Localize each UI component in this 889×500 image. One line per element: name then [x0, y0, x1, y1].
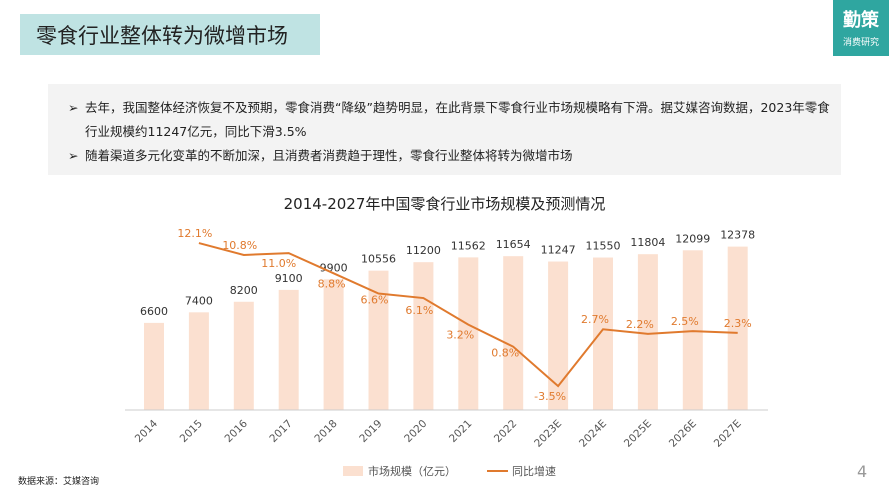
- bar: [593, 257, 613, 410]
- x-tick-label: 2027E: [712, 418, 744, 450]
- brand-logo: 勤策 消费研究: [833, 0, 889, 56]
- bar-label: 8200: [230, 284, 258, 297]
- bar: [727, 246, 748, 410]
- bar: [458, 257, 479, 410]
- x-tick-label: 2016: [223, 417, 251, 445]
- bar: [144, 322, 164, 410]
- arrow-right-icon: ➢: [68, 100, 79, 115]
- line-label: 2.7%: [581, 313, 609, 326]
- bar-label: 7400: [185, 294, 213, 307]
- logo-sub: 消费研究: [842, 38, 879, 48]
- bar-label: 6600: [140, 305, 168, 318]
- page-title-text: 零食行业整体转为微增市场: [36, 23, 288, 48]
- x-tick-label: 2023E: [532, 418, 564, 450]
- arrow-right-icon: ➢: [68, 148, 79, 163]
- summary-bullet: ➢ 去年，我国整体经济恢复不及预期，零食消费“降级”趋势明显，在此背景下零食行业市…: [68, 96, 841, 144]
- bar: [368, 270, 389, 410]
- line-label: -3.5%: [534, 390, 566, 403]
- bar: [278, 289, 299, 410]
- line-label: 2.2%: [626, 318, 654, 331]
- x-tick-label: 2025E: [622, 418, 654, 450]
- line-label: 8.8%: [318, 277, 346, 290]
- bar-label: 11804: [630, 236, 665, 249]
- summary-bullet: ➢ 随着渠道多元化变革的不断加深，且消费者消费趋于理性，零食行业整体将转为微增市场: [68, 144, 841, 168]
- bar: [503, 256, 524, 410]
- line-label: 11.0%: [261, 257, 296, 270]
- line-label: 6.6%: [361, 293, 389, 306]
- x-tick-label: 2019: [357, 418, 384, 445]
- x-tick-label: 2020: [402, 418, 429, 445]
- line-label: 2.5%: [671, 315, 699, 328]
- x-tick-label: 2014: [133, 417, 161, 445]
- logo-main: 勤策: [843, 10, 879, 31]
- bar: [233, 301, 254, 410]
- chart-title: 2014-2027年中国零食行业市场规模及预测情况: [283, 195, 606, 213]
- bar-label: 12378: [720, 229, 755, 242]
- x-tick-label: 2018: [312, 418, 339, 445]
- page-title: 零食行业整体转为微增市场: [20, 14, 320, 55]
- x-tick-label: 2022: [492, 418, 519, 445]
- x-tick-label: 2017: [267, 418, 294, 445]
- x-tick-label: 2026E: [667, 418, 699, 450]
- bar-label: 12099: [675, 232, 710, 245]
- x-tick-label: 2024E: [577, 418, 609, 450]
- bullet-text: 随着渠道多元化变革的不断加深，且消费者消费趋于理性，零食行业整体将转为微增市场: [85, 148, 573, 163]
- line-label: 3.2%: [446, 329, 474, 342]
- page-number: 4: [857, 462, 868, 481]
- bar-label: 10556: [361, 253, 396, 266]
- bullet-text: 去年，我国整体经济恢复不及预期，零食消费“降级”趋势明显，在此背景下零食行业市场…: [85, 100, 830, 139]
- summary-box: ➢ 去年，我国整体经济恢复不及预期，零食消费“降级”趋势明显，在此背景下零食行业市…: [48, 84, 841, 175]
- bar-label: 11654: [496, 238, 531, 251]
- bar: [548, 261, 569, 410]
- bar-label: 11562: [451, 239, 486, 252]
- legend-bar-swatch: [343, 466, 363, 476]
- bar-label: 9100: [275, 272, 303, 285]
- x-tick-label: 2021: [447, 418, 474, 445]
- data-source: 数据来源：艾媒咨询: [18, 477, 100, 487]
- line-label: 12.1%: [177, 227, 212, 240]
- bar-label: 11200: [406, 244, 441, 257]
- bar: [637, 254, 658, 410]
- bar: [188, 312, 209, 410]
- line-label: 0.8%: [491, 347, 519, 360]
- bar: [323, 279, 344, 410]
- bar: [413, 262, 434, 410]
- line-label: 2.3%: [724, 317, 752, 330]
- legend-line-label: 同比增速: [512, 464, 556, 478]
- bar-label: 11550: [586, 240, 621, 253]
- line-label: 10.8%: [222, 239, 257, 252]
- bar-label: 11247: [541, 244, 576, 257]
- x-tick-label: 2015: [178, 418, 205, 445]
- line-label: 6.1%: [405, 304, 433, 317]
- growth-line: [198, 242, 738, 388]
- legend-bar-label: 市场规模（亿元）: [368, 464, 456, 478]
